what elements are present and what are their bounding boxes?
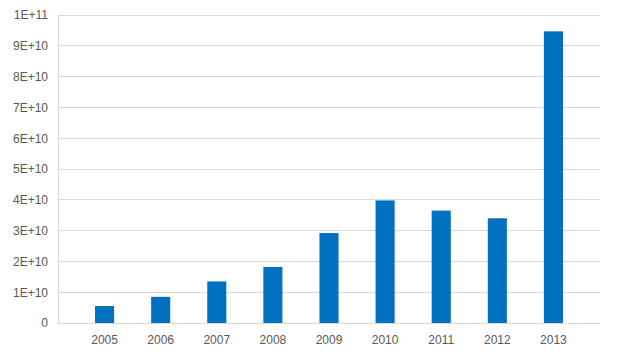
x-tick: 2011	[428, 323, 454, 347]
grid-line	[58, 138, 600, 139]
y-tick: 0	[41, 316, 58, 330]
grid-line	[58, 45, 600, 46]
y-tick-label: 5E+10	[13, 162, 48, 176]
y-tick-label: 2E+10	[13, 255, 48, 269]
y-tick: 3E+10	[13, 224, 58, 238]
chart: 0 1E+10 2E+10 3E+10 4E+10 5E+10 6E+10 7E+10 8E+1…	[0, 0, 618, 359]
grid-line	[58, 169, 600, 170]
x-tick: 2013	[540, 323, 567, 347]
y-tick: 9E+10	[13, 39, 58, 53]
bars	[95, 31, 563, 323]
y-axis-line	[58, 16, 59, 324]
y-tick-label: 1E+11	[14, 8, 48, 22]
y-tick: 2E+10	[13, 255, 58, 269]
x-tick-label: 2008	[260, 333, 287, 347]
x-tick-label: 2013	[540, 333, 567, 347]
y-tick: 1E+10	[13, 286, 58, 300]
y-tick-label: 9E+10	[13, 39, 48, 53]
x-tick: 2007	[203, 323, 230, 347]
y-tick-label: 0	[41, 316, 48, 330]
bar	[432, 211, 451, 323]
y-tick-label: 8E+10	[13, 70, 48, 84]
y-tick-label: 1E+10	[13, 286, 48, 300]
x-tick: 2006	[147, 323, 174, 347]
x-tick-label: 2009	[316, 333, 343, 347]
bar	[319, 233, 338, 323]
x-tick-label: 2012	[484, 333, 511, 347]
x-tick: 2005	[91, 323, 118, 347]
grid-line	[58, 107, 600, 108]
y-tick-label: 3E+10	[13, 224, 48, 238]
x-axis: 2005 2006 2007 2008 2009 2010 2011 2012 2013	[59, 323, 601, 347]
y-tick: 6E+10	[13, 132, 58, 146]
bar	[207, 281, 226, 323]
grid-line	[58, 15, 600, 16]
bar	[544, 31, 563, 323]
bar	[95, 306, 114, 323]
x-tick: 2009	[316, 323, 343, 347]
y-tick: 5E+10	[13, 162, 58, 176]
grid-line	[58, 76, 600, 77]
bar	[151, 297, 170, 323]
y-tick: 4E+10	[13, 193, 58, 207]
grid-line	[58, 199, 600, 200]
y-tick-label: 7E+10	[13, 101, 48, 115]
y-tick-label: 4E+10	[13, 193, 48, 207]
x-tick-label: 2011	[428, 333, 454, 347]
x-tick-label: 2006	[147, 333, 174, 347]
y-tick: 8E+10	[13, 70, 58, 84]
y-tick: 1E+11	[14, 8, 58, 22]
x-tick: 2008	[260, 323, 287, 347]
grid-line	[58, 230, 600, 231]
bar	[376, 200, 395, 323]
x-tick-label: 2007	[203, 333, 230, 347]
bar	[263, 267, 282, 323]
x-tick: 2010	[372, 323, 399, 347]
y-axis: 0 1E+10 2E+10 3E+10 4E+10 5E+10 6E+10 7E+10 8E+1…	[13, 8, 59, 330]
x-tick: 2012	[484, 323, 511, 347]
x-tick-label: 2010	[372, 333, 399, 347]
y-tick: 7E+10	[13, 101, 58, 115]
plot-area: 0 1E+10 2E+10 3E+10 4E+10 5E+10 6E+10 7E+10 8E+1…	[13, 8, 601, 346]
y-tick-label: 6E+10	[13, 132, 48, 146]
bar	[488, 218, 507, 323]
grid	[58, 15, 600, 323]
x-tick-label: 2005	[91, 333, 118, 347]
x-axis-line	[59, 323, 601, 324]
